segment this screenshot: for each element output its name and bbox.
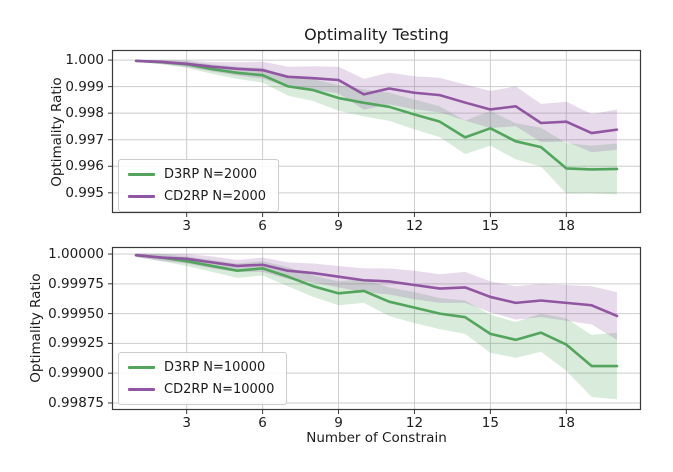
y-tick-label: 1.00000 <box>48 246 104 263</box>
confidence-band-series-0 <box>136 253 617 400</box>
x-tick-label: 3 <box>182 415 191 431</box>
legend-line-purple-icon <box>128 195 155 198</box>
x-tick-label: 6 <box>258 218 267 234</box>
y-tick-label: 1.000 <box>65 52 104 69</box>
data-line-series-1 <box>134 253 619 318</box>
x-tick-label: 15 <box>481 415 499 431</box>
legend-label: D3RP N=10000 <box>164 360 266 375</box>
x-tick-label: 9 <box>334 415 343 431</box>
axes-spine <box>111 246 642 411</box>
legend-label: CD2RP N=10000 <box>164 382 275 397</box>
legend-line-purple-icon <box>128 388 155 391</box>
legend-item: D3RP N=10000 <box>128 360 274 375</box>
data-line-series-0 <box>134 59 619 171</box>
x-axis-label: Number of Constrain <box>306 430 447 446</box>
y-tick-label: 0.997 <box>65 131 104 148</box>
x-tick-label: 15 <box>481 218 499 234</box>
x-tick-label: 6 <box>258 415 267 431</box>
legend-item: CD2RP N=2000 <box>128 189 266 204</box>
y-tick-label: 0.996 <box>65 158 104 175</box>
y-tick-label: 0.995 <box>65 184 104 201</box>
data-line-series-0 <box>134 253 619 368</box>
legend-label: D3RP N=2000 <box>164 167 257 182</box>
y-tick-label: 0.998 <box>65 105 104 122</box>
legend-item: D3RP N=2000 <box>128 167 266 182</box>
x-tick-label: 9 <box>334 218 343 234</box>
y-tick-label: 0.99900 <box>48 365 104 382</box>
legend-top: D3RP N=2000 CD2RP N=2000 <box>118 159 280 212</box>
legend-line-green-icon <box>128 366 155 369</box>
tick-marks <box>108 59 567 217</box>
legend-line-green-icon <box>128 173 155 176</box>
x-tick-label: 18 <box>557 218 575 234</box>
tick-marks <box>108 253 567 414</box>
x-tick-label: 12 <box>405 218 424 234</box>
confidence-band-series-0 <box>136 59 617 195</box>
y-tick-label: 0.99875 <box>48 394 104 411</box>
legend-item: CD2RP N=10000 <box>128 382 274 397</box>
x-tick-label: 12 <box>405 415 424 431</box>
plot-area-bottom <box>108 246 642 414</box>
axes-spine <box>111 49 642 214</box>
chart-title: Optimality Testing <box>304 25 449 44</box>
x-tick-label: 3 <box>182 218 191 234</box>
data-line-series-1 <box>134 59 619 135</box>
y-tick-label: 0.99950 <box>48 305 104 322</box>
y-tick-label: 0.99925 <box>48 335 104 352</box>
legend-label: CD2RP N=2000 <box>164 189 267 204</box>
y-tick-label: 0.999 <box>65 78 104 95</box>
y-tick-label: 0.99975 <box>48 275 104 292</box>
legend-bottom: D3RP N=10000 CD2RP N=10000 <box>118 352 288 405</box>
x-tick-label: 18 <box>557 415 575 431</box>
